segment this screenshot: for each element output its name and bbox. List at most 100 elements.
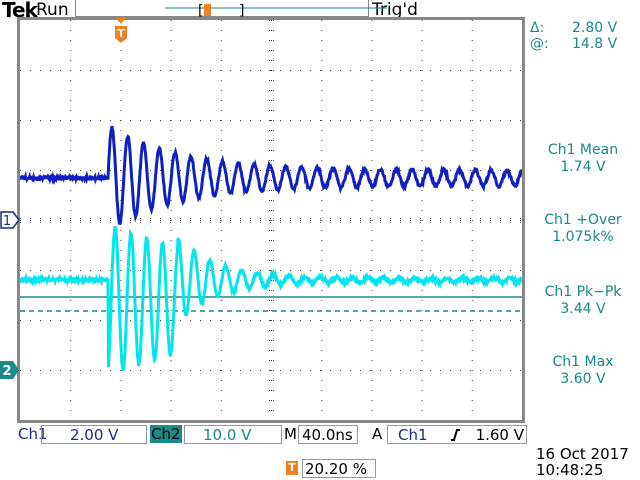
grid-dot bbox=[380, 270, 381, 271]
grid-dot bbox=[269, 100, 270, 101]
grid-dot bbox=[400, 170, 401, 171]
grid-dot bbox=[273, 90, 274, 91]
grid-dot bbox=[70, 218, 71, 219]
grid-dot bbox=[100, 370, 101, 371]
grid-dot bbox=[70, 70, 71, 71]
grid-dot bbox=[70, 220, 71, 221]
grid-dot bbox=[70, 380, 71, 381]
grid-dot bbox=[472, 400, 473, 401]
grid-dot bbox=[221, 190, 222, 191]
grid-dot bbox=[371, 20, 372, 21]
grid-dot bbox=[50, 222, 51, 223]
grid-dot bbox=[240, 120, 241, 121]
grid-dot bbox=[371, 210, 372, 211]
grid-dot bbox=[273, 200, 274, 201]
grid-dot bbox=[30, 170, 31, 171]
trigger-box[interactable]: Ch1 1.60 V bbox=[387, 425, 527, 444]
grid-dot bbox=[150, 370, 151, 371]
grid-dot bbox=[221, 360, 222, 361]
grid-dot bbox=[30, 370, 31, 371]
grid-dot bbox=[290, 218, 291, 219]
timebase-box[interactable]: 40.0ns bbox=[298, 425, 358, 444]
grid-dot bbox=[422, 300, 423, 301]
grid-dot bbox=[171, 90, 172, 91]
grid-dot bbox=[450, 370, 451, 371]
ch1-scale-box[interactable]: 2.00 V bbox=[41, 425, 147, 444]
grid-dot bbox=[230, 222, 231, 223]
grid-dot bbox=[221, 380, 222, 381]
grid-dot bbox=[171, 150, 172, 151]
grid-dot bbox=[170, 70, 171, 71]
grid-dot bbox=[470, 222, 471, 223]
grid-dot bbox=[422, 270, 423, 271]
grid-dot bbox=[210, 220, 211, 221]
grid-dot bbox=[120, 50, 121, 51]
grid-dot bbox=[170, 270, 171, 271]
grid-dot bbox=[171, 260, 172, 261]
grid-dot bbox=[321, 90, 322, 91]
ch2-ground-marker[interactable]: 2 bbox=[0, 361, 20, 379]
grid-dot bbox=[80, 270, 81, 271]
grid-dot bbox=[420, 120, 421, 121]
measurement-label: Ch1 Mean bbox=[528, 142, 638, 159]
measurement-label: Ch1 Pk−Pk bbox=[528, 284, 638, 301]
grid-dot bbox=[371, 350, 372, 351]
grid-dot bbox=[271, 360, 272, 361]
grid-dot bbox=[150, 170, 151, 171]
grid-dot bbox=[340, 320, 341, 321]
grid-dot bbox=[40, 320, 41, 321]
grid-dot bbox=[271, 150, 272, 151]
grid-dot bbox=[470, 270, 471, 271]
grid-dot bbox=[470, 218, 471, 219]
grid-dot bbox=[221, 180, 222, 181]
grid-dot bbox=[269, 340, 270, 341]
grid-dot bbox=[230, 70, 231, 71]
grid-dot bbox=[171, 200, 172, 201]
grid-dot bbox=[221, 20, 222, 21]
grid-dot bbox=[273, 410, 274, 411]
grid-dot bbox=[490, 218, 491, 219]
measurement-label: Ch1 +Over bbox=[528, 212, 638, 229]
grid-dot bbox=[60, 222, 61, 223]
grid-dot bbox=[380, 120, 381, 121]
grid-dot bbox=[271, 50, 272, 51]
grid-dot bbox=[271, 20, 272, 21]
waveform-display[interactable] bbox=[20, 20, 522, 420]
grid-dot bbox=[70, 140, 71, 141]
grid-dot bbox=[422, 320, 423, 321]
grid-dot bbox=[460, 270, 461, 271]
grid-dot bbox=[70, 260, 71, 261]
grid-dot bbox=[171, 60, 172, 61]
grid-dot bbox=[50, 170, 51, 171]
ch1-ground-marker[interactable]: 1 bbox=[0, 211, 20, 229]
ch2-scale-box[interactable]: 10.0 V bbox=[184, 425, 282, 444]
measurement-value: 3.44 V bbox=[528, 301, 638, 318]
grid-dot bbox=[90, 222, 91, 223]
grid-dot bbox=[330, 270, 331, 271]
ch1-scale: 2.00 V bbox=[70, 426, 118, 444]
grid-dot bbox=[422, 360, 423, 361]
ch2-label[interactable]: Ch2 bbox=[150, 425, 182, 443]
grid-dot bbox=[271, 310, 272, 311]
grid-dot bbox=[240, 222, 241, 223]
time: 10:48:25 bbox=[536, 462, 603, 479]
grid-dot bbox=[273, 280, 274, 281]
grid-dot bbox=[150, 120, 151, 121]
measurement-label: Ch1 Max bbox=[528, 354, 638, 371]
grid-dot bbox=[100, 222, 101, 223]
grid-dot bbox=[40, 270, 41, 271]
grid-dot bbox=[321, 320, 322, 321]
grid-dot bbox=[410, 270, 411, 271]
grid-dot bbox=[221, 410, 222, 411]
grid-dot bbox=[273, 100, 274, 101]
grid-dot bbox=[270, 320, 271, 321]
grid-dot bbox=[110, 220, 111, 221]
grid-dot bbox=[271, 210, 272, 211]
grid-dot bbox=[321, 20, 322, 21]
grid-dot bbox=[271, 60, 272, 61]
grid-dot bbox=[340, 70, 341, 71]
grid-dot bbox=[221, 250, 222, 251]
grid-dot bbox=[171, 50, 172, 51]
grid-dot bbox=[220, 270, 221, 271]
grid-dot bbox=[230, 218, 231, 219]
